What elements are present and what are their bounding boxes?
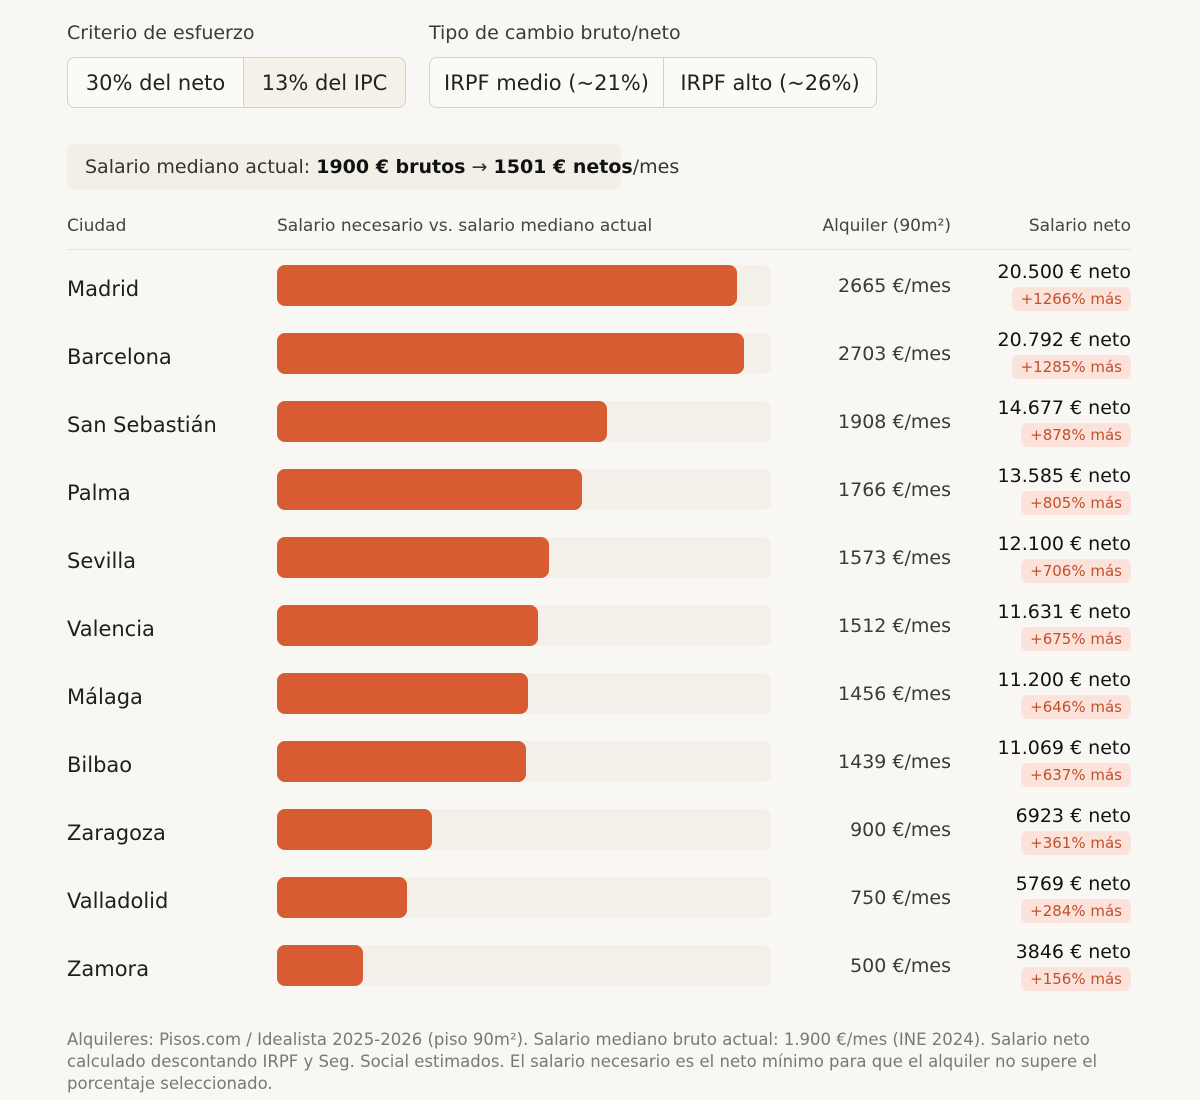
summary-net: 1501 € netos [493,156,633,178]
salary-bar [277,333,744,374]
rent-value: 2665 €/mes [838,275,951,297]
city-name: Sevilla [67,549,137,573]
rent-value: 1512 €/mes [838,615,951,637]
city-name: San Sebastián [67,413,217,437]
table-row: Madrid 2665 €/mes 20.500 € neto +1266% más [0,261,1200,333]
city-name: Valencia [67,617,155,641]
table-row: Zamora 500 €/mes 3846 € neto +156% más [0,941,1200,1013]
net-salary-value: 11.200 € neto [997,669,1131,691]
table-row: Barcelona 2703 €/mes 20.792 € neto +1285% m… [0,329,1200,401]
city-name: Barcelona [67,345,172,369]
bar-track [277,469,771,510]
increase-badge: +706% más [1021,559,1131,583]
net-salary-value: 13.585 € neto [997,465,1131,487]
table-row: Málaga 1456 €/mes 11.200 € neto +646% más [0,669,1200,741]
net-salary-value: 11.069 € neto [997,737,1131,759]
bar-track [277,945,771,986]
rent-value: 900 €/mes [850,819,951,841]
increase-badge: +805% más [1021,491,1131,515]
rent-value: 1908 €/mes [838,411,951,433]
summary-arrow: → [471,156,488,178]
tax-option-irpf-medio[interactable]: IRPF medio (~21%) [429,57,664,108]
net-salary-value: 5769 € neto [1015,873,1131,895]
header-net: Salario neto [1028,216,1131,236]
increase-badge: +646% más [1021,695,1131,719]
salary-bar [277,809,432,850]
bar-track [277,877,771,918]
rent-value: 1439 €/mes [838,751,951,773]
effort-option-30-net[interactable]: 30% del neto [67,57,244,108]
effort-option-13-ipc[interactable]: 13% del IPC [243,57,406,108]
rent-value: 1766 €/mes [838,479,951,501]
table-row: Bilbao 1439 €/mes 11.069 € neto +637% más [0,737,1200,809]
table-row: Palma 1766 €/mes 13.585 € neto +805% más [0,465,1200,537]
rent-value: 2703 €/mes [838,343,951,365]
rent-value: 1573 €/mes [838,547,951,569]
net-salary-value: 14.677 € neto [997,397,1131,419]
salary-bar [277,741,526,782]
table-row: San Sebastián 1908 €/mes 14.677 € neto +878… [0,397,1200,469]
city-name: Madrid [67,277,140,301]
net-salary-value: 11.631 € neto [997,601,1131,623]
header-city: Ciudad [67,216,127,236]
table-row: Sevilla 1573 €/mes 12.100 € neto +706% más [0,533,1200,605]
increase-badge: +1285% más [1011,355,1131,379]
city-name: Zaragoza [67,821,166,845]
footnote: Alquileres: Pisos.com / Idealista 2025-2… [67,1030,1098,1093]
salary-bar [277,401,607,442]
salary-bar [277,605,538,646]
city-name: Bilbao [67,753,133,777]
bar-track [277,265,771,306]
net-salary-value: 20.792 € neto [997,329,1131,351]
header-bar: Salario necesario vs. salario mediano ac… [277,216,653,236]
bar-track [277,401,771,442]
salary-bar [277,945,363,986]
summary-prefix: Salario mediano actual: [85,156,311,178]
salary-bar [277,469,582,510]
table-row: Zaragoza 900 €/mes 6923 € neto +361% más [0,805,1200,877]
increase-badge: +156% más [1021,967,1131,991]
city-name: Málaga [67,685,143,709]
header-rent: Alquiler (90m²) [822,216,952,236]
net-salary-value: 3846 € neto [1015,941,1131,963]
city-name: Palma [67,481,131,505]
net-salary-value: 6923 € neto [1015,805,1131,827]
salary-bar [277,537,549,578]
city-name: Zamora [67,957,150,981]
effort-criteria-label: Criterio de esfuerzo [67,22,255,44]
bar-track [277,605,771,646]
increase-badge: +361% más [1021,831,1131,855]
city-name: Valladolid [67,889,169,913]
bar-track [277,673,771,714]
summary-gross: 1900 € brutos [316,156,466,178]
net-salary-value: 12.100 € neto [997,533,1131,555]
salary-bar [277,877,407,918]
summary-suffix: /mes [632,156,680,178]
rent-value: 750 €/mes [850,887,951,909]
table-row: Valladolid 750 €/mes 5769 € neto +284% más [0,873,1200,945]
salary-bar [277,673,528,714]
salary-bar [277,265,737,306]
net-salary-value: 20.500 € neto [997,261,1131,283]
bar-track [277,741,771,782]
median-salary-summary: Salario mediano actual: 1900 € brutos → … [67,144,679,190]
tax-type-label: Tipo de cambio bruto/neto [429,22,681,44]
increase-badge: +1266% más [1011,287,1131,311]
rent-value: 1456 €/mes [838,683,951,705]
increase-badge: +878% más [1021,423,1131,447]
bar-track [277,809,771,850]
header-divider [67,249,1131,250]
rent-value: 500 €/mes [850,955,951,977]
bar-track [277,537,771,578]
table-row: Valencia 1512 €/mes 11.631 € neto +675% más [0,601,1200,673]
increase-badge: +284% más [1021,899,1131,923]
increase-badge: +637% más [1021,763,1131,787]
bar-track [277,333,771,374]
increase-badge: +675% más [1021,627,1131,651]
tax-option-irpf-alto[interactable]: IRPF alto (~26%) [663,57,877,108]
